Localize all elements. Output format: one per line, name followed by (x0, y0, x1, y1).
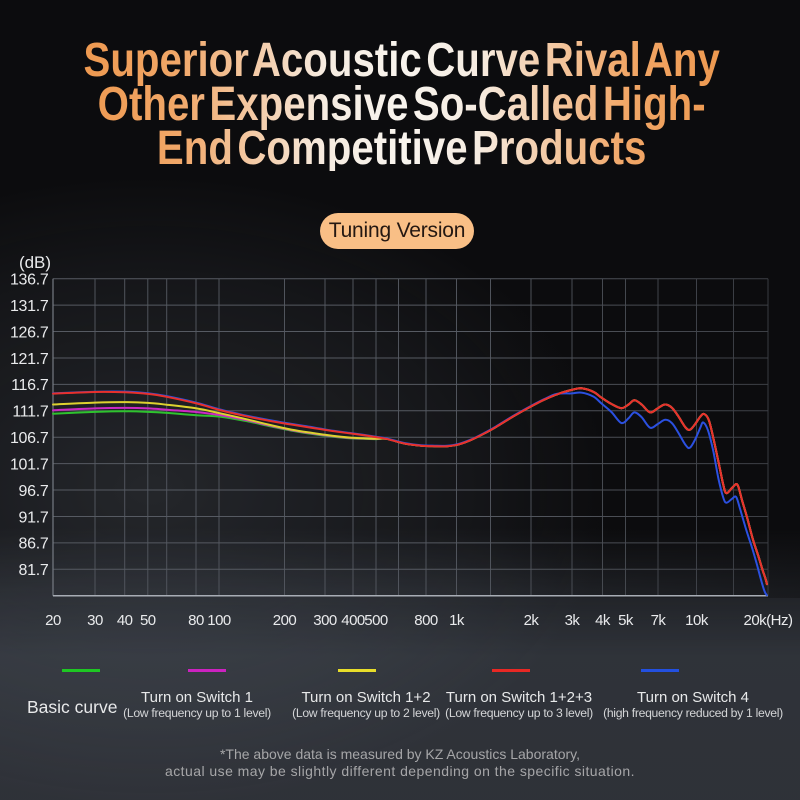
svg-text:80: 80 (188, 612, 204, 629)
svg-text:131.7: 131.7 (10, 298, 49, 315)
svg-text:4k: 4k (595, 612, 611, 629)
svg-text:86.7: 86.7 (19, 536, 49, 553)
svg-text:126.7: 126.7 (10, 324, 49, 341)
svg-text:20k(Hz): 20k(Hz) (743, 612, 793, 629)
svg-text:100: 100 (207, 612, 231, 629)
svg-text:800: 800 (414, 612, 438, 629)
svg-text:106.7: 106.7 (10, 430, 49, 447)
svg-text:101.7: 101.7 (10, 456, 49, 473)
svg-text:40: 40 (117, 612, 133, 629)
svg-text:500: 500 (364, 612, 388, 629)
svg-text:30: 30 (87, 612, 103, 629)
svg-text:111.7: 111.7 (12, 404, 49, 421)
svg-text:300: 300 (313, 612, 337, 629)
svg-text:91.7: 91.7 (19, 509, 49, 526)
svg-text:10k: 10k (685, 612, 709, 629)
svg-text:3k: 3k (565, 612, 581, 629)
svg-text:81.7: 81.7 (19, 562, 49, 579)
svg-text:121.7: 121.7 (10, 351, 49, 368)
svg-text:400: 400 (341, 612, 365, 629)
svg-text:20: 20 (45, 612, 61, 629)
svg-text:96.7: 96.7 (19, 483, 49, 500)
svg-text:5k: 5k (618, 612, 634, 629)
svg-text:1k: 1k (449, 612, 465, 629)
svg-text:(dB): (dB) (19, 253, 51, 272)
svg-text:136.7: 136.7 (10, 272, 49, 289)
svg-text:2k: 2k (524, 612, 540, 629)
svg-text:7k: 7k (651, 612, 667, 629)
svg-text:50: 50 (140, 612, 156, 629)
svg-text:116.7: 116.7 (11, 377, 49, 394)
svg-text:200: 200 (273, 612, 297, 629)
